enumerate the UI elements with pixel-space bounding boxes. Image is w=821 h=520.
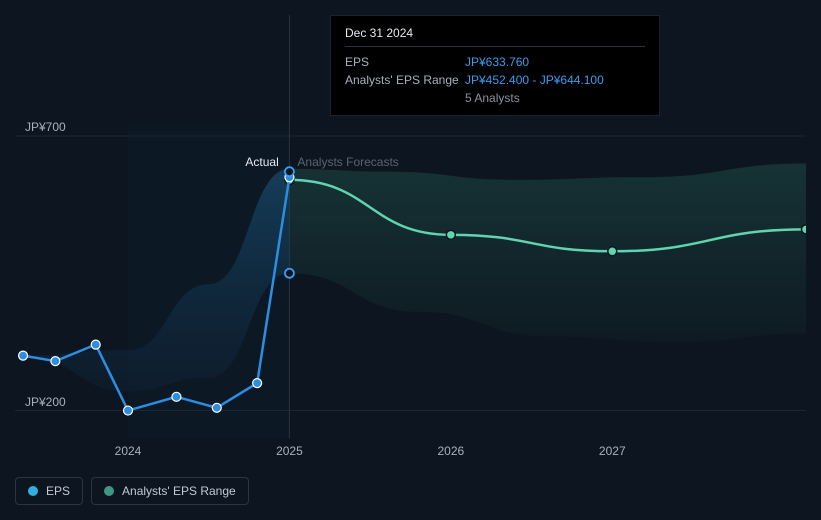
legend-label: EPS: [46, 484, 70, 498]
y-axis-tick-label: JP¥700: [25, 120, 66, 134]
legend-swatch-icon: [28, 486, 38, 496]
tooltip-analysts-count: 5 Analysts: [465, 89, 645, 105]
eps-chart: JP¥200 JP¥700 2024 2025 2026 2027 Actual…: [15, 15, 806, 505]
tooltip-value: JP¥452.400 - JP¥644.100: [465, 73, 604, 87]
tooltip-row-eps: EPS JP¥633.760: [345, 53, 645, 71]
chart-legend: EPS Analysts' EPS Range: [15, 477, 249, 505]
x-axis-tick-label: 2026: [437, 444, 464, 458]
legend-swatch-icon: [104, 486, 114, 496]
x-axis-tick-label: 2024: [115, 444, 142, 458]
tooltip-date: Dec 31 2024: [345, 26, 645, 47]
chart-tooltip: Dec 31 2024 EPS JP¥633.760 Analysts' EPS…: [330, 15, 660, 116]
x-axis-tick-label: 2027: [599, 444, 626, 458]
y-axis-tick-label: JP¥200: [25, 395, 66, 409]
x-axis-tick-label: 2025: [276, 444, 303, 458]
legend-label: Analysts' EPS Range: [122, 484, 236, 498]
tooltip-value: JP¥633.760: [465, 55, 529, 69]
legend-item-range[interactable]: Analysts' EPS Range: [91, 477, 249, 505]
forecast-region-label: Analysts Forecasts: [297, 155, 398, 169]
tooltip-label: EPS: [345, 55, 465, 69]
tooltip-row-range: Analysts' EPS Range JP¥452.400 - JP¥644.…: [345, 71, 645, 89]
legend-item-eps[interactable]: EPS: [15, 477, 83, 505]
actual-region-label: Actual: [245, 155, 278, 169]
tooltip-label: Analysts' EPS Range: [345, 73, 465, 87]
